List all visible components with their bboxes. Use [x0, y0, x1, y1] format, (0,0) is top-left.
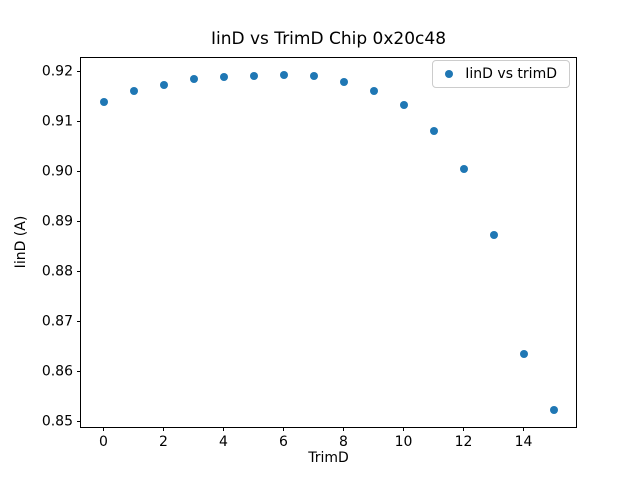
chart-title: IinD vs TrimD Chip 0x20c48 [210, 29, 447, 49]
legend-label: IinD vs trimD [465, 66, 557, 82]
x-tick-label: 10 [394, 434, 413, 450]
y-tick-label: 0.86 [41, 363, 73, 380]
plot-area: IinD vs trimD 0 2 4 6 8 10 12 14 0.85 0.86 0.87 0.8… [42, 57, 577, 450]
data-point [369, 86, 378, 95]
x-tick [223, 427, 224, 431]
y-tick [77, 121, 81, 122]
y-tick [77, 421, 81, 422]
x-tick [523, 427, 524, 431]
y-tick [77, 71, 81, 72]
data-point [99, 98, 108, 106]
data-point [219, 73, 228, 81]
data-point [129, 87, 138, 95]
data-point [399, 101, 408, 109]
y-tick-label: 0.87 [41, 313, 73, 330]
x-tick [403, 427, 404, 431]
data-point [159, 81, 168, 89]
y-tick-label: 0.91 [41, 113, 73, 130]
x-tick-label: 14 [514, 434, 533, 450]
y-tick [77, 171, 81, 172]
y-tick [77, 221, 81, 222]
y-tick [77, 271, 81, 272]
y-tick [77, 321, 81, 322]
legend: IinD vs trimD [432, 60, 570, 88]
x-axis-label: TrimD [308, 450, 349, 466]
data-point [279, 71, 288, 79]
data-point [489, 230, 498, 239]
data-point [189, 75, 198, 83]
x-tick-label: 8 [339, 434, 348, 450]
y-tick-label: 0.88 [41, 263, 73, 280]
x-tick [163, 427, 164, 431]
y-tick-label: 0.89 [41, 213, 73, 230]
y-axis-label: IinD (A) [13, 215, 29, 269]
x-tick-label: 0 [99, 434, 108, 450]
data-point [429, 127, 438, 135]
data-point [249, 72, 258, 80]
data-point [459, 165, 468, 173]
data-point [519, 349, 528, 358]
x-tick [283, 427, 284, 431]
x-tick [103, 427, 104, 431]
x-tick-label: 4 [219, 434, 228, 450]
data-point [309, 72, 318, 80]
y-tick-label: 0.85 [41, 413, 73, 430]
x-tick [463, 427, 464, 431]
y-tick-label: 0.90 [41, 163, 73, 180]
y-tick [77, 371, 81, 372]
x-tick-label: 6 [279, 434, 288, 450]
x-tick [343, 427, 344, 431]
legend-marker-icon [445, 70, 454, 78]
x-tick-label: 2 [159, 434, 168, 450]
x-tick-label: 12 [454, 434, 473, 450]
y-tick-label: 0.92 [41, 63, 73, 80]
data-point [549, 406, 558, 414]
data-point [339, 77, 348, 86]
